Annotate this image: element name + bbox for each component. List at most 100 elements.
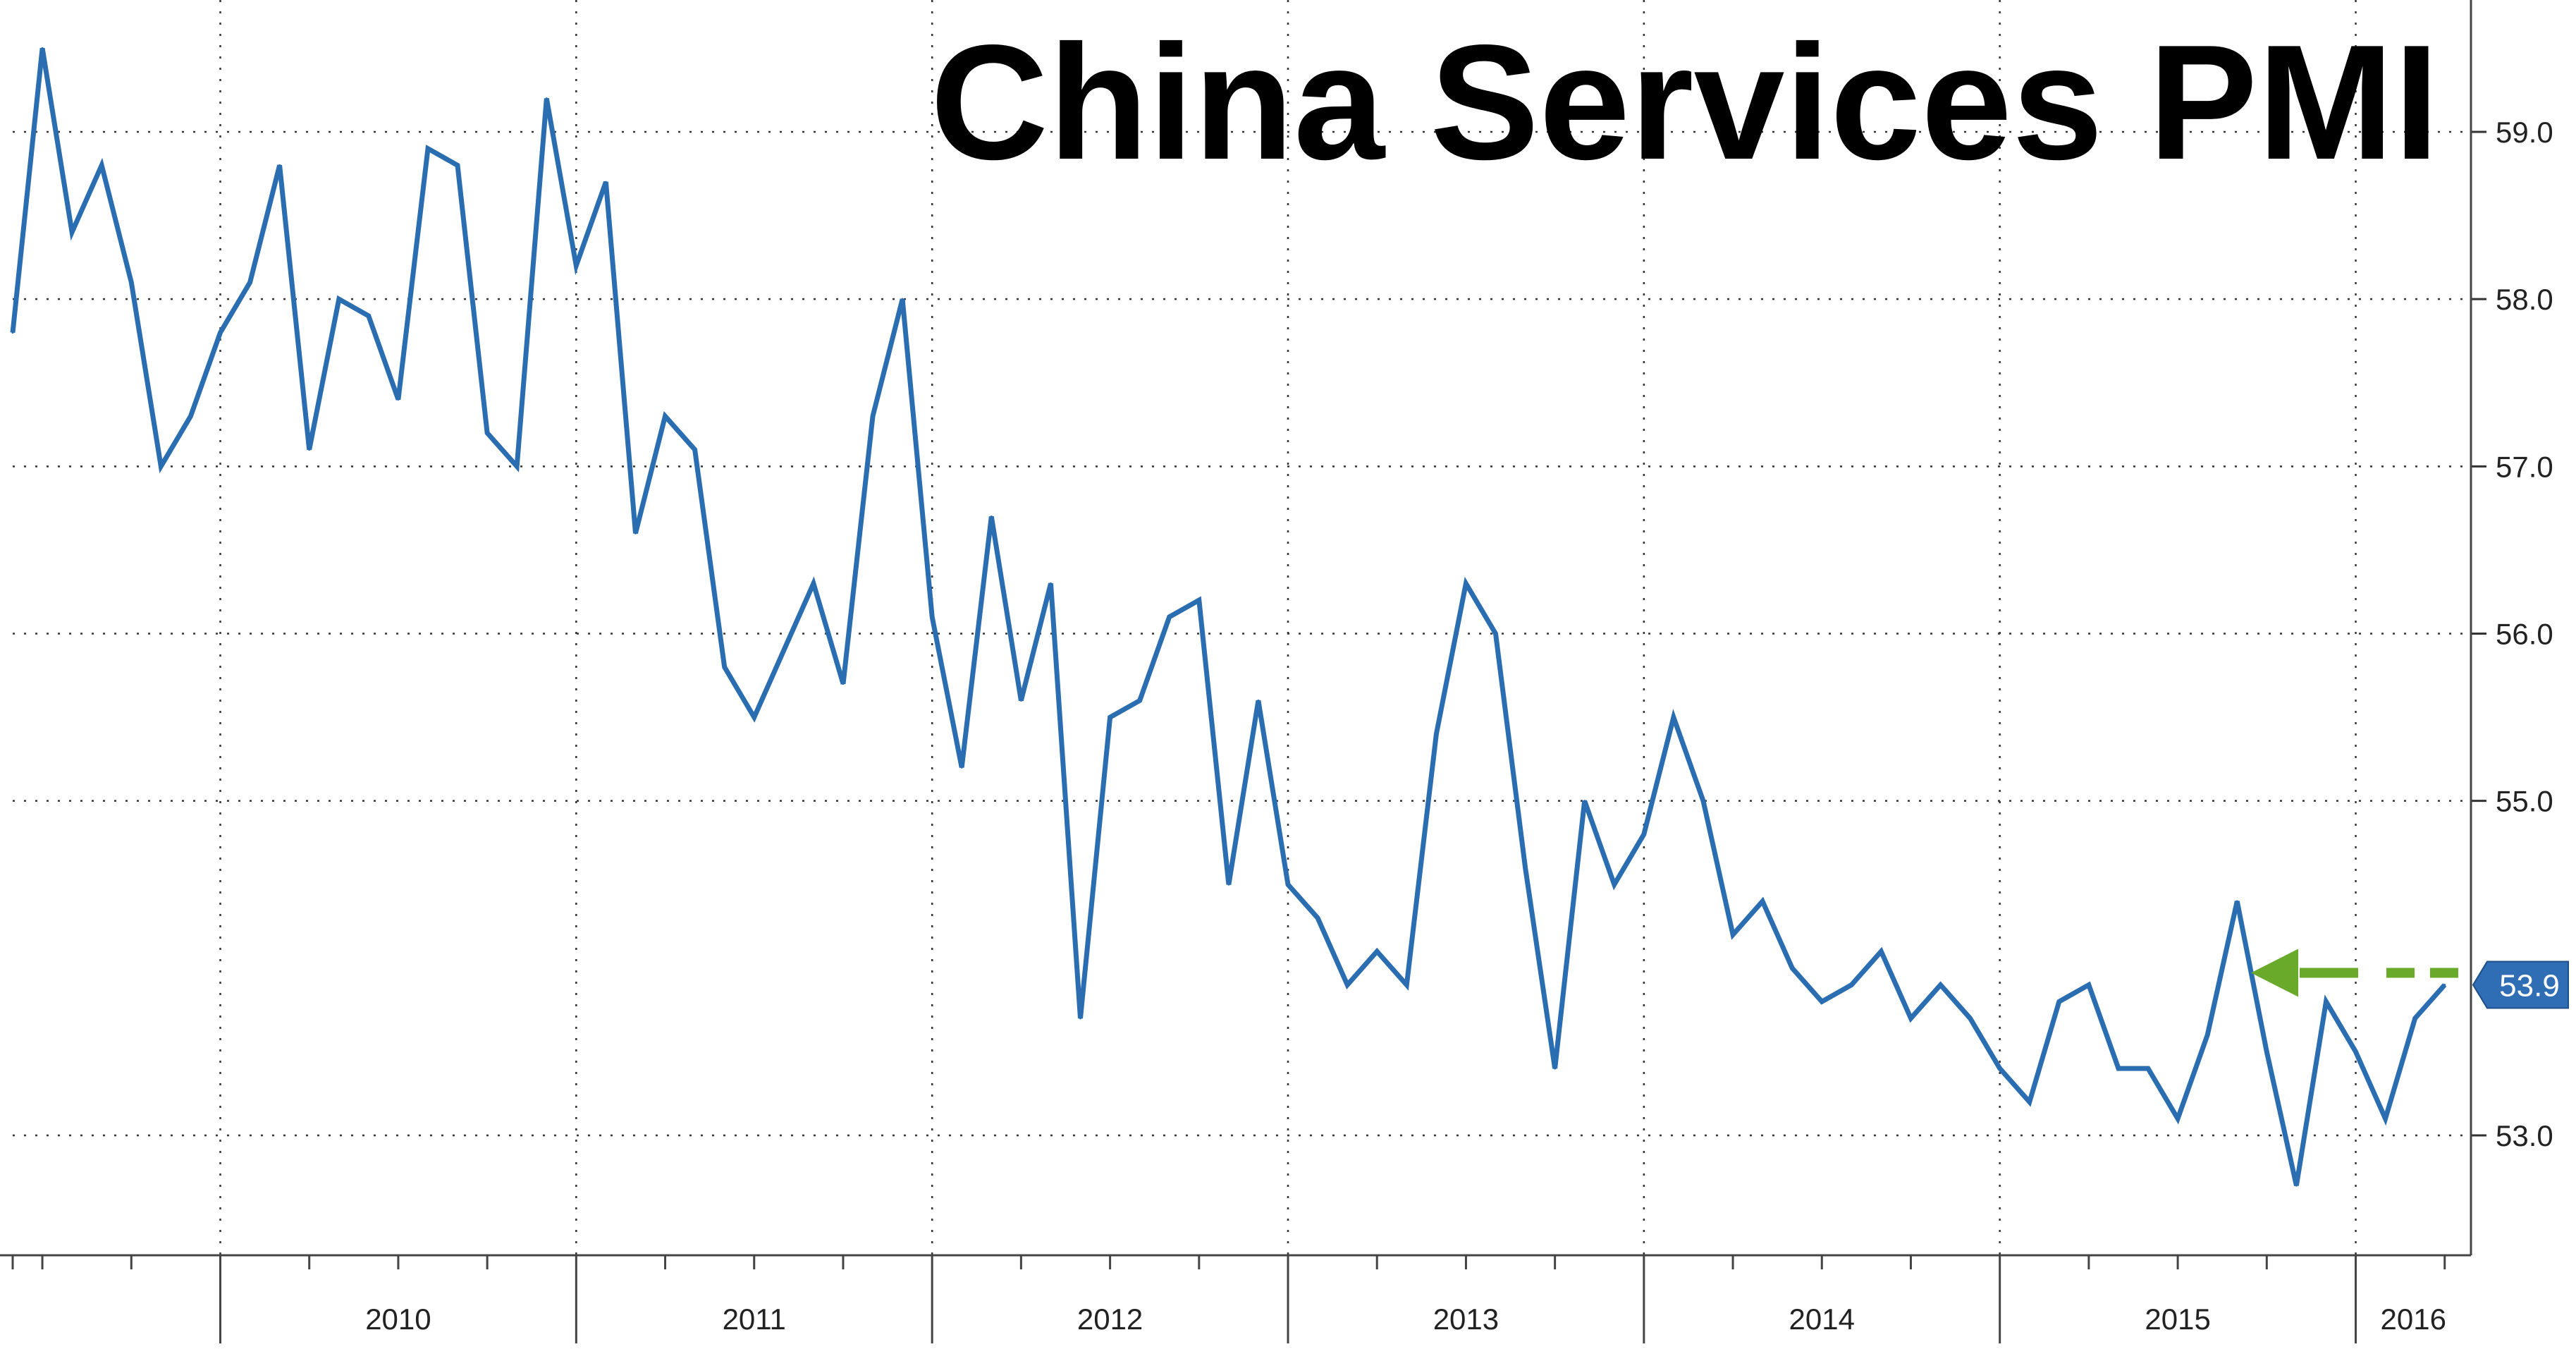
data-point (219, 331, 221, 334)
y-tick-label: 57.0 (2496, 450, 2553, 483)
data-point (2028, 1101, 2031, 1104)
data-point (100, 164, 103, 166)
data-point (1969, 1017, 1972, 1020)
data-point (1227, 883, 1230, 886)
data-point (2058, 1000, 2061, 1003)
data-point (1198, 599, 1201, 602)
data-point (990, 515, 993, 518)
data-point (2206, 1034, 2209, 1037)
data-point (2384, 1117, 2387, 1120)
chart-title: China Services PMI (931, 11, 2439, 194)
data-point (278, 164, 281, 166)
data-point (2355, 1050, 2357, 1053)
last-value-label: 53.9 (2499, 969, 2560, 1004)
data-point (308, 449, 311, 451)
data-point (367, 315, 370, 317)
data-point (1049, 582, 1052, 585)
data-point (1495, 633, 1497, 635)
data-point (2147, 1067, 2149, 1070)
data-point (1761, 900, 1764, 903)
data-point (1613, 883, 1616, 886)
data-point (634, 532, 637, 535)
data-point (397, 398, 400, 401)
data-point (604, 181, 607, 183)
data-point (1375, 950, 1378, 953)
data-point (1287, 883, 1289, 886)
data-point (931, 616, 933, 618)
data-point (2235, 900, 2238, 903)
x-tick-label: 2013 (1433, 1303, 1499, 1336)
y-tick-label: 58.0 (2496, 283, 2553, 316)
y-tick-label: 53.0 (2496, 1119, 2553, 1152)
data-point (1405, 984, 1408, 987)
data-point (1820, 1000, 1823, 1003)
data-point (842, 683, 845, 685)
data-point (338, 298, 341, 300)
data-point (189, 415, 192, 417)
data-point (1939, 984, 1942, 987)
callout-layer: 53.9 (2251, 949, 2569, 1009)
data-point (1554, 1067, 1557, 1070)
data-point (1435, 733, 1437, 736)
data-point (1643, 833, 1645, 836)
data-point (901, 298, 904, 300)
data-point (2295, 1184, 2298, 1187)
data-point (249, 281, 252, 283)
data-point (1524, 867, 1527, 870)
data-point (1731, 933, 1734, 936)
data-point (1879, 950, 1882, 953)
data-point (11, 331, 14, 334)
data-point (1257, 699, 1260, 702)
y-tick-label: 59.0 (2496, 116, 2553, 149)
data-point (486, 432, 489, 434)
data-point (456, 164, 459, 166)
data-point (1999, 1067, 2001, 1070)
data-point (2324, 1000, 2327, 1003)
pmi-series-line (10, 47, 2447, 1186)
data-point (1079, 1017, 1082, 1020)
x-tick-label: 2016 (2381, 1303, 2446, 1336)
data-point (1464, 582, 1467, 585)
data-point (723, 666, 726, 669)
data-point (41, 47, 44, 49)
data-point (871, 415, 874, 417)
data-point (2117, 1067, 2120, 1070)
data-point (1139, 699, 1141, 702)
data-point (427, 147, 429, 150)
data-point (783, 649, 785, 652)
x-tick-label: 2010 (365, 1303, 431, 1336)
data-point (694, 449, 697, 451)
data-point (1109, 716, 1112, 719)
data-point (1672, 716, 1675, 719)
arrow-head (2251, 949, 2298, 997)
data-point (1346, 984, 1349, 987)
data-point (1168, 616, 1171, 618)
x-tick-label: 2012 (1077, 1303, 1143, 1336)
data-point (2414, 1017, 2417, 1020)
data-point (1316, 917, 1319, 920)
x-tick-label: 2015 (2145, 1303, 2210, 1336)
series-layer (10, 47, 2447, 1187)
data-point (2087, 984, 2090, 987)
y-tick-label: 55.0 (2496, 785, 2553, 818)
data-point (575, 264, 577, 267)
data-point (812, 582, 815, 585)
x-tick-label: 2011 (723, 1303, 786, 1336)
last-value-badge (2472, 960, 2569, 1009)
data-point (1909, 1017, 1912, 1020)
data-point (159, 465, 162, 468)
data-point (1850, 984, 1853, 987)
data-point (130, 281, 133, 283)
data-point (1702, 800, 1705, 803)
data-point (515, 465, 518, 468)
x-tick-label: 2014 (1789, 1303, 1855, 1336)
data-point (1019, 699, 1022, 702)
data-point (1583, 800, 1586, 803)
data-point (753, 716, 756, 719)
y-tick-label: 56.0 (2496, 618, 2553, 651)
data-point (70, 231, 73, 233)
data-point (2176, 1117, 2179, 1120)
data-point (664, 415, 667, 417)
